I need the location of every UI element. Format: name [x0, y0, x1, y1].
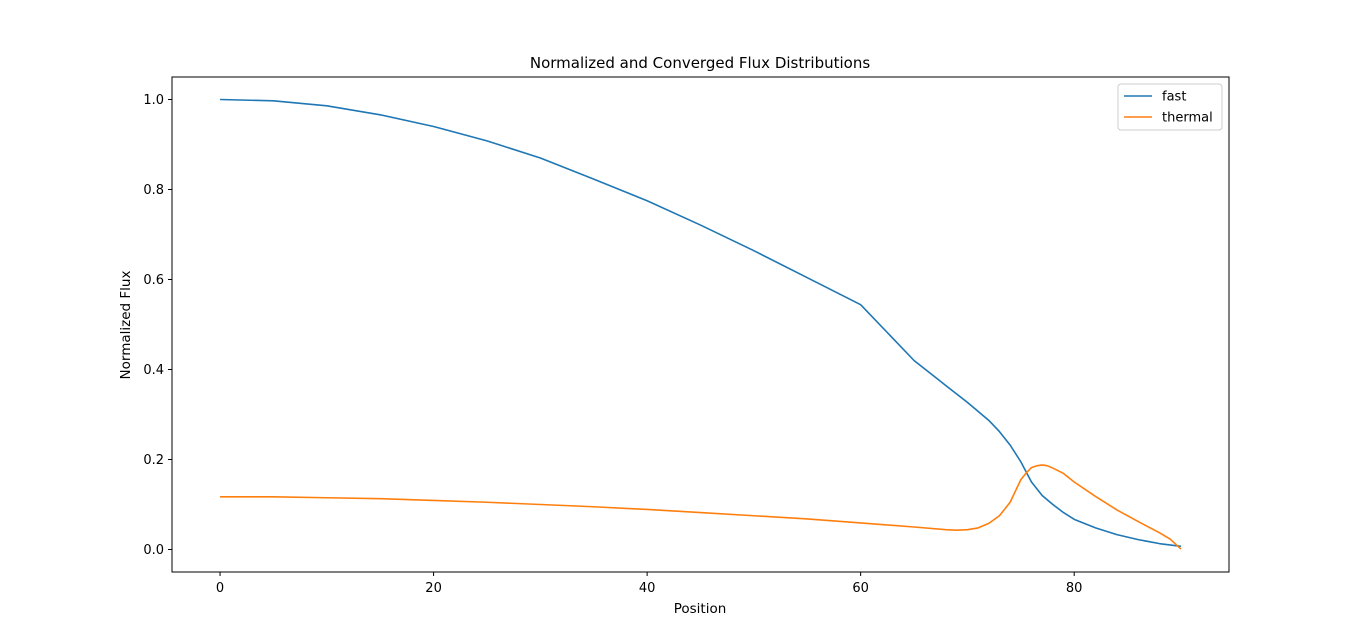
y-tick-label: 0.4 [143, 363, 164, 378]
chart-title: Normalized and Converged Flux Distributi… [530, 54, 870, 72]
x-tick-label: 40 [639, 581, 656, 596]
y-tick-label: 0.0 [143, 543, 164, 558]
y-tick-label: 1.0 [143, 93, 164, 108]
x-tick-label: 20 [425, 581, 442, 596]
x-tick-label: 0 [216, 581, 224, 596]
series-line-fast [220, 98, 1182, 548]
y-axis-label: Normalized Flux [118, 271, 134, 380]
legend-label-thermal: thermal [1162, 111, 1213, 126]
y-tick-label: 0.6 [143, 273, 164, 288]
plot-area: 0 20 40 60 80 0.0 0.2 0.4 0.6 0.8 1.0 [143, 76, 1230, 596]
series-line-thermal [220, 464, 1182, 550]
legend: fast thermal [1117, 83, 1223, 131]
plot-frame [171, 76, 1230, 573]
x-tick-label: 80 [1066, 581, 1083, 596]
x-tick-label: 60 [852, 581, 869, 596]
x-axis-label: Position [674, 601, 727, 617]
legend-label-fast: fast [1162, 90, 1186, 105]
y-tick-label: 0.8 [143, 183, 164, 198]
y-tick-label: 0.2 [143, 453, 164, 468]
